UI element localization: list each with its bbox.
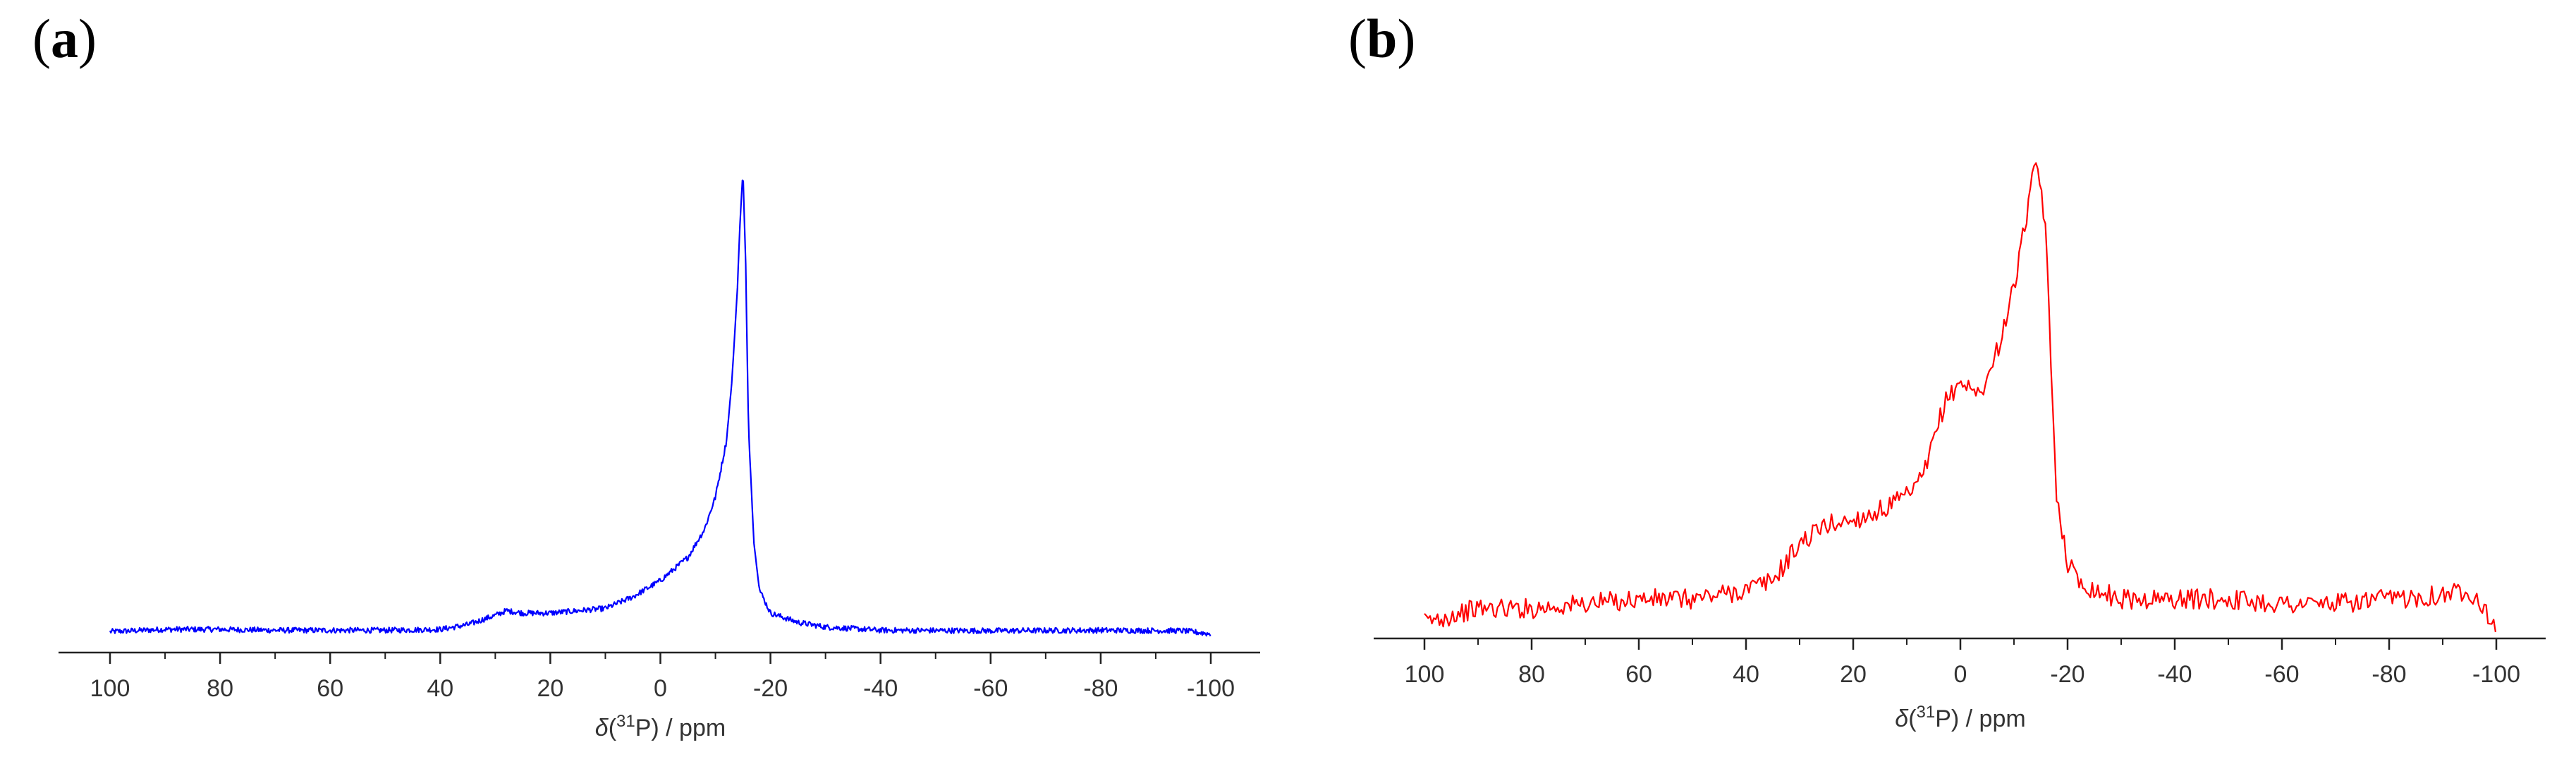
x-tick-label: 100 xyxy=(90,675,130,702)
x-tick-label: -60 xyxy=(2264,661,2299,688)
spectrum-line xyxy=(1424,162,2496,633)
x-tick-label: 40 xyxy=(1733,661,1759,688)
x-tick-label: -40 xyxy=(2157,661,2192,688)
x-tick-label: 60 xyxy=(1625,661,1652,688)
x-tick-label: 0 xyxy=(654,675,667,702)
panel-label-b: (b) xyxy=(1348,8,1416,69)
x-tick-label: -20 xyxy=(2050,661,2084,688)
x-tick-label: 20 xyxy=(1840,661,1867,688)
x-axis-label: δ(31P) / ppm xyxy=(1895,703,2025,733)
x-tick-label: 0 xyxy=(1954,661,1967,688)
x-tick-label: -80 xyxy=(1083,675,1118,702)
x-tick-label: -60 xyxy=(973,675,1008,702)
x-tick-label: 80 xyxy=(207,675,233,702)
chart-b: 100 80 60 40 20 0 -20 -40 -60 -80 -100 δ(31P) / ppm xyxy=(1374,162,2546,733)
x-tick-label: 20 xyxy=(537,675,563,702)
x-tick-label: 80 xyxy=(1518,661,1545,688)
x-tick-label: -100 xyxy=(2472,661,2520,688)
spectrum-line xyxy=(109,179,1211,637)
x-axis-label: δ(31P) / ppm xyxy=(595,712,726,742)
x-tick-label: -40 xyxy=(863,675,898,702)
x-tick-label: 40 xyxy=(427,675,453,702)
x-tick-label: 100 xyxy=(1405,661,1445,688)
panel-label-a: (a) xyxy=(32,8,97,69)
x-tick-label: 60 xyxy=(317,675,343,702)
x-tick-label: -100 xyxy=(1187,675,1235,702)
x-tick-label: -80 xyxy=(2371,661,2406,688)
chart-a: 100 80 60 40 20 0 -20 -40 -60 -80 -100 δ(31P) / ppm xyxy=(59,179,1260,742)
x-tick-label: -20 xyxy=(753,675,788,702)
